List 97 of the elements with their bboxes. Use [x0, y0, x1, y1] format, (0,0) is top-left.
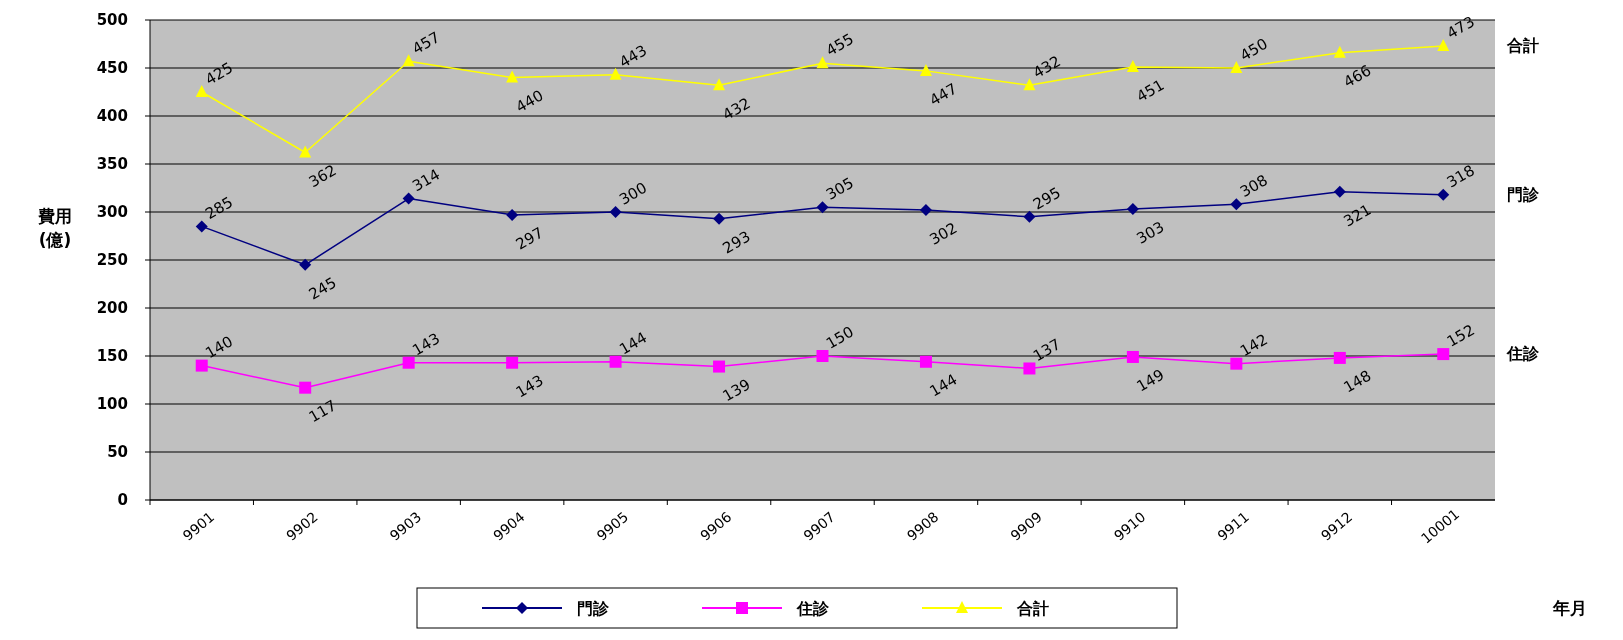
y-tick-label: 450 — [96, 59, 128, 77]
text: 門診 — [1507, 184, 1539, 204]
data-label: 318 — [1443, 161, 1478, 192]
legend-label: 合計 — [1016, 599, 1049, 618]
point — [299, 145, 312, 158]
data-label: 303 — [1133, 217, 1168, 248]
point — [609, 355, 622, 368]
data-label: 321 — [1340, 200, 1375, 231]
data-label: 443 — [616, 41, 650, 72]
data-label: 148 — [1340, 366, 1375, 397]
point — [1126, 203, 1139, 216]
y-tick-label: 300 — [96, 203, 128, 221]
data-label: 139 — [719, 375, 754, 406]
point — [713, 78, 726, 91]
data-label: 455 — [823, 29, 857, 60]
data-label: 293 — [719, 227, 754, 258]
point — [1126, 60, 1139, 73]
data-label: 140 — [202, 332, 237, 363]
data-label: 447 — [926, 79, 961, 110]
y-tick-label: 250 — [96, 251, 128, 269]
point — [1333, 45, 1346, 58]
data-label: 295 — [1030, 183, 1064, 214]
point — [506, 356, 519, 369]
y-tick-label: 350 — [96, 155, 128, 173]
data-label: 440 — [512, 86, 547, 117]
data-label: 150 — [823, 322, 857, 353]
point — [299, 258, 312, 271]
point — [506, 208, 519, 221]
data-label: 300 — [616, 178, 650, 209]
data-label: 297 — [512, 223, 547, 254]
data-label: 362 — [305, 161, 340, 192]
point — [919, 355, 932, 368]
data-label: 450 — [1236, 34, 1271, 65]
point — [299, 381, 312, 394]
data-label: 308 — [1236, 171, 1271, 201]
y-tick-label: 150 — [96, 347, 128, 365]
point — [1230, 198, 1243, 211]
text: 住診 — [1507, 344, 1539, 364]
point — [713, 212, 726, 225]
point — [1333, 185, 1346, 198]
point — [402, 54, 415, 67]
point — [506, 70, 519, 83]
point — [1126, 350, 1139, 363]
point — [1023, 78, 1036, 91]
point — [1437, 188, 1450, 201]
data-label: 142 — [1236, 330, 1271, 361]
data-label: 451 — [1133, 75, 1168, 106]
point — [919, 204, 932, 217]
data-label: 117 — [305, 396, 340, 427]
point — [1023, 210, 1036, 223]
data-label: 473 — [1443, 12, 1478, 43]
point — [1230, 357, 1243, 370]
y-axis-title: 費用 (億) — [37, 206, 72, 250]
legend-label: 住診 — [796, 599, 830, 618]
point — [609, 206, 622, 218]
point — [816, 56, 829, 69]
point — [1437, 348, 1450, 361]
y-tick-label: 400 — [96, 107, 128, 125]
point — [195, 85, 208, 97]
data-label: 432 — [1030, 52, 1064, 82]
data-label: 314 — [409, 165, 444, 196]
y-tick-label: 500 — [96, 11, 128, 29]
point — [919, 63, 932, 76]
data-label: 245 — [305, 273, 340, 304]
data-label: 466 — [1340, 61, 1375, 92]
point — [402, 356, 415, 369]
point — [713, 360, 726, 373]
point — [1230, 61, 1243, 73]
data-label: 143 — [409, 329, 444, 360]
y-tick-label: 50 — [107, 443, 128, 461]
data-label: 152 — [1443, 320, 1478, 351]
data-label: 149 — [1133, 365, 1168, 396]
y-tick-label: 100 — [96, 395, 128, 413]
text: 合計 — [1507, 35, 1539, 55]
data-label: 285 — [202, 193, 237, 224]
point — [1023, 362, 1036, 375]
point — [195, 220, 208, 233]
point — [816, 350, 829, 362]
data-label: 425 — [202, 58, 237, 89]
y-tick-label: 200 — [96, 299, 128, 317]
x-axis-title: 年月 — [1552, 598, 1587, 618]
legend-label: 門診 — [577, 599, 610, 618]
point — [195, 359, 208, 372]
data-label: 432 — [719, 94, 754, 124]
data-label: 302 — [926, 218, 961, 249]
data-label: 144 — [616, 328, 650, 359]
y-tick-label: 0 — [117, 491, 128, 509]
data-label: 143 — [512, 371, 547, 402]
point — [609, 67, 622, 80]
point — [1333, 351, 1346, 364]
data-label: 137 — [1030, 335, 1064, 366]
data-label: 305 — [823, 173, 857, 204]
point — [402, 192, 415, 205]
point — [816, 201, 829, 214]
data-label: 144 — [926, 370, 961, 401]
data-label: 457 — [409, 28, 444, 58]
point — [1437, 38, 1450, 51]
